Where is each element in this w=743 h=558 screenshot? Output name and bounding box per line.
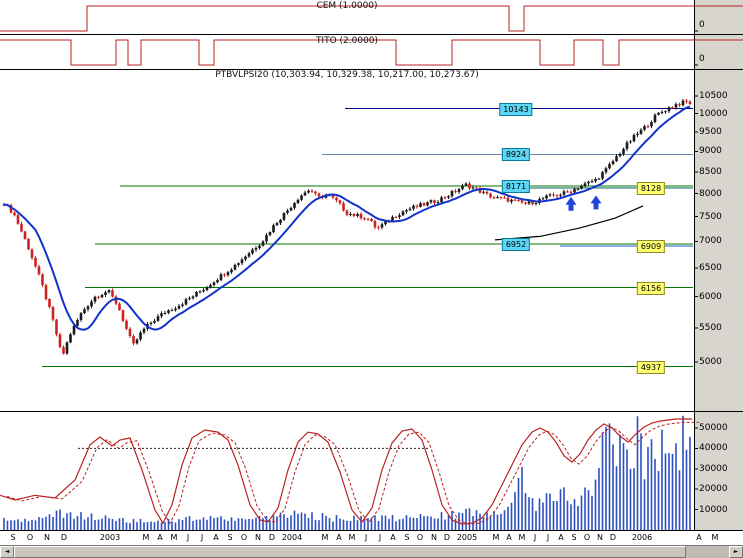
x-axis-month-label: D [609,533,617,542]
price-level-label[interactable]: 10143 [499,102,533,116]
x-axis-month-label: M [348,533,356,542]
x-axis-month-label: N [44,533,50,542]
x-axis-month-label: J [546,533,550,542]
x-axis-month-label: O [26,533,34,542]
volume-axis-label: 50000 [699,423,728,433]
x-axis-month-label: M [142,533,150,542]
price-panel-title: PTBVLPSI20 (10,303.94, 10,329.38, 10,217… [215,70,479,80]
price-level-label[interactable]: 6909 [636,240,666,254]
price-axis-label: 5000 [699,357,722,368]
price-axis-label: 9000 [699,146,722,157]
x-axis-month-label: J [186,533,190,542]
x-axis-month-label: S [10,533,16,542]
x-axis-month-label: J [533,533,537,542]
x-axis-month-label: M [492,533,500,542]
x-axis-month-label: D [443,533,451,542]
x-axis-month-label: O [583,533,591,542]
x-axis-month-label: A [336,533,342,542]
panel-borders [0,0,743,531]
x-axis-month-label: J [364,533,368,542]
trend-curve [494,205,644,241]
price-axis-label: 8000 [699,188,722,199]
x-axis-month-label: D [268,533,276,542]
x-axis-month-label: N [597,533,603,542]
x-axis-year-label: 2006 [631,533,653,542]
price-axis-label: 6000 [699,291,722,302]
scroll-right-button[interactable]: ► [729,546,743,558]
x-axis-month-label: A [157,533,163,542]
price-axis-label: 10000 [699,108,728,119]
indicator-step-lines [0,5,743,66]
x-axis-month-label: S [227,533,233,542]
oscillator-lines [0,418,699,525]
candlestick-series [2,98,692,355]
x-axis-year-label: 2004 [281,533,303,542]
price-level-label[interactable]: 8128 [636,181,666,195]
x-axis-month-label: M [321,533,329,542]
x-axis-month-label: S [404,533,410,542]
price-level-label[interactable]: 8171 [501,180,531,193]
cem-axis-label: 0 [699,20,705,30]
price-axis-label: 5500 [699,322,722,333]
moving-average-line [3,105,691,331]
scroll-left-button[interactable]: ◄ [0,546,14,558]
buy-arrow-markers [565,195,602,211]
x-axis-month-label: A [696,533,702,542]
x-axis-month-label: S [571,533,577,542]
x-axis-month-label: M [711,533,719,542]
price-level-label[interactable]: 4937 [636,360,666,374]
x-axis-month-label: A [558,533,564,542]
price-axis-label: 9500 [699,126,722,137]
scrollbar-thumb[interactable] [14,546,686,558]
price-axis-label: 8500 [699,166,722,177]
indicator-title-cem: CEM (1.0000) [316,1,378,11]
x-axis-year-label: 2003 [99,533,121,542]
price-level-label[interactable]: 6156 [636,281,666,295]
x-axis-month-label: J [200,533,204,542]
volume-axis-label: 30000 [699,463,728,474]
x-axis-month-label: M [518,533,526,542]
x-axis-month-label: A [506,533,512,542]
axis-ticks [694,30,698,511]
indicator-title-tito: TITO (2.0000) [315,36,379,46]
price-axis-label: 10500 [699,91,728,102]
x-axis-month-label: O [240,533,248,542]
x-axis-month-label: N [431,533,437,542]
price-level-label[interactable]: 6952 [501,237,531,251]
price-axis-label: 6500 [699,263,722,274]
x-axis-month-label: D [60,533,68,542]
price-axis-label: 7000 [699,236,722,247]
price-level-label[interactable]: 8924 [501,148,531,162]
volume-axis-label: 20000 [699,484,728,495]
tito-axis-label: 0 [699,54,705,64]
x-axis-month-label: J [378,533,382,542]
price-axis-label: 7500 [699,211,722,222]
x-axis-month-label: N [255,533,261,542]
scrollbar-track[interactable] [686,546,729,558]
horizontal-scrollbar[interactable]: ◄ ► [0,545,743,558]
x-axis-month-label: A [213,533,219,542]
x-axis-year-label: 2005 [456,533,478,542]
x-axis-month-label: O [416,533,424,542]
volume-axis-label: 40000 [699,443,728,454]
x-axis-month-label: M [170,533,178,542]
volume-axis-label: 10000 [699,504,728,515]
x-axis-month-label: A [390,533,396,542]
